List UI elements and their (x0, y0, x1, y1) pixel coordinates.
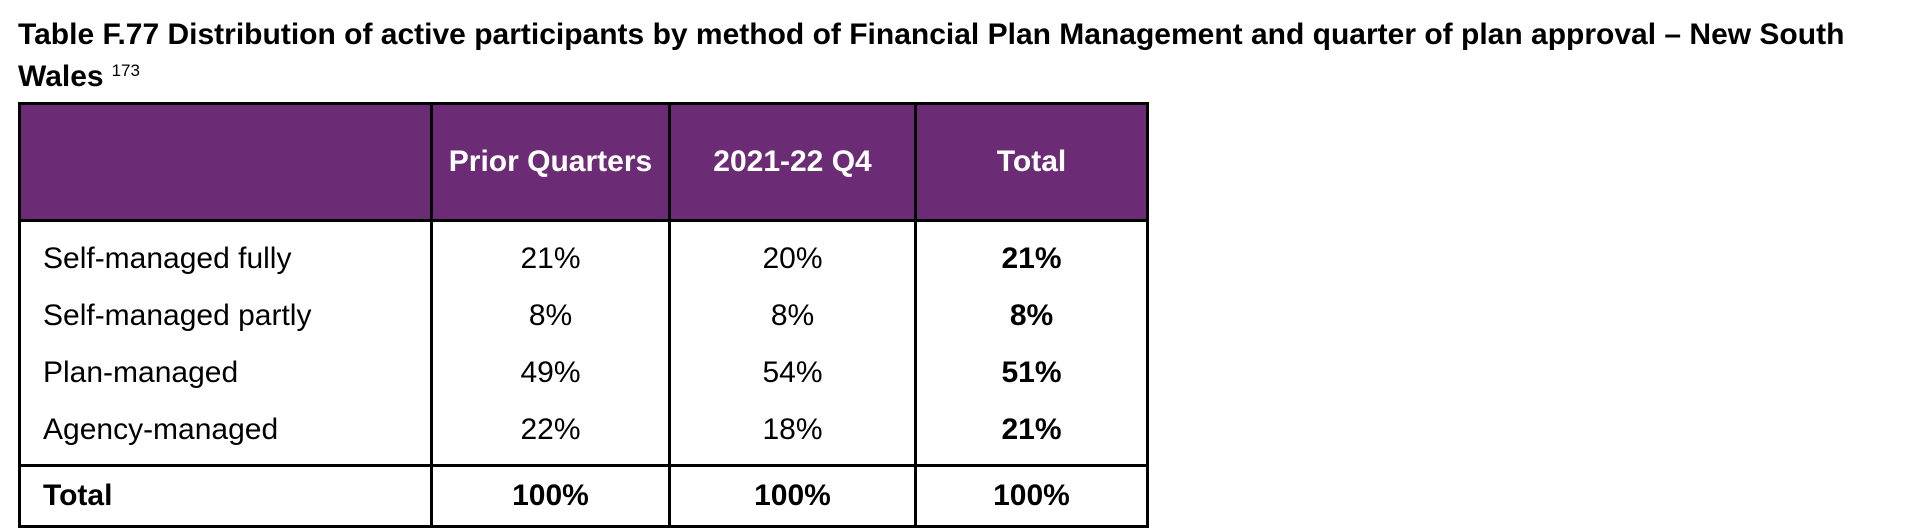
cell-prior: 49% (430, 344, 671, 401)
cell-q4: 8% (668, 287, 917, 344)
table-row: Self-managed fully 21% 20% 21% (18, 220, 1149, 287)
cell-total: 21% (914, 401, 1149, 466)
cell-total: 21% (914, 220, 1149, 287)
total-cell-total: 100% (914, 464, 1149, 527)
total-row-label: Total (18, 464, 433, 527)
table-row: Plan-managed 49% 54% 51% (18, 344, 1149, 401)
row-label: Agency-managed (18, 401, 433, 466)
table-caption: Table F.77 Distribution of active partic… (18, 14, 1908, 98)
cell-q4: 54% (668, 344, 917, 401)
row-label: Self-managed fully (18, 220, 433, 287)
distribution-table: Prior Quarters 2021-22 Q4 Total Self-man… (18, 102, 1149, 528)
cell-prior: 22% (430, 401, 671, 466)
total-cell-prior: 100% (430, 464, 671, 527)
total-cell-q4: 100% (668, 464, 917, 527)
cell-q4: 20% (668, 220, 917, 287)
caption-text: Table F.77 Distribution of active partic… (18, 18, 1845, 93)
cell-prior: 8% (430, 287, 671, 344)
table-row: Self-managed partly 8% 8% 8% (18, 287, 1149, 344)
cell-total: 51% (914, 344, 1149, 401)
table-row: Agency-managed 22% 18% 21% (18, 401, 1149, 466)
cell-q4: 18% (668, 401, 917, 466)
header-row: Prior Quarters 2021-22 Q4 Total (18, 103, 1149, 222)
footnote-ref: 173 (111, 61, 140, 80)
header-2021-22-q4: 2021-22 Q4 (668, 103, 917, 222)
cell-prior: 21% (430, 220, 671, 287)
header-cell-empty (18, 103, 433, 222)
header-prior-quarters: Prior Quarters (430, 103, 671, 222)
cell-total: 8% (914, 287, 1149, 344)
header-total: Total (914, 103, 1149, 222)
row-label: Self-managed partly (18, 287, 433, 344)
total-row: Total 100% 100% 100% (18, 464, 1149, 527)
row-label: Plan-managed (18, 344, 433, 401)
